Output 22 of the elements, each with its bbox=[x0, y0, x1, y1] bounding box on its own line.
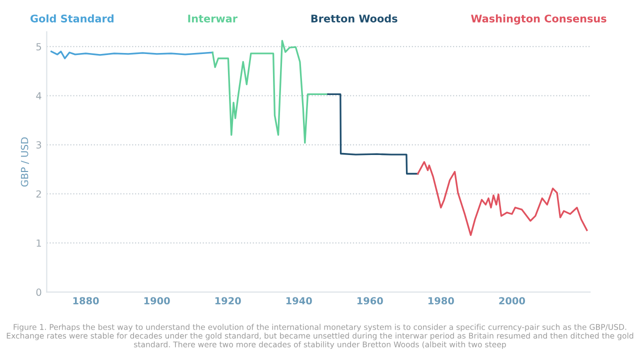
x-tick-label: 1980 bbox=[428, 297, 454, 304]
x-tick-label: 1900 bbox=[144, 297, 170, 304]
y-tick-label: 0 bbox=[36, 288, 42, 296]
y-tick-label: 1 bbox=[36, 240, 41, 247]
text: Bretton Woods bbox=[311, 14, 398, 22]
line-series bbox=[50, 50, 214, 60]
text: Washington Consensus bbox=[471, 14, 606, 25]
line-series bbox=[417, 161, 588, 236]
y-tick-label: 5 bbox=[36, 43, 42, 50]
y-tick-label: 2 bbox=[36, 190, 41, 198]
text: Interwar bbox=[188, 14, 238, 22]
y-tick-label: 3 bbox=[36, 141, 42, 149]
x-tick-label: 1880 bbox=[73, 297, 99, 304]
line-series bbox=[327, 93, 419, 175]
text: Gold Standard bbox=[30, 14, 114, 22]
x-tick-label: 1920 bbox=[215, 297, 241, 304]
line-series bbox=[212, 40, 329, 144]
y-axis-title: GBP / USD bbox=[20, 137, 29, 187]
x-tick-label: 1940 bbox=[286, 297, 312, 304]
y-tick-label: 4 bbox=[36, 92, 42, 100]
x-tick-label: 1960 bbox=[357, 297, 383, 304]
x-tick-label: 2000 bbox=[499, 297, 526, 304]
